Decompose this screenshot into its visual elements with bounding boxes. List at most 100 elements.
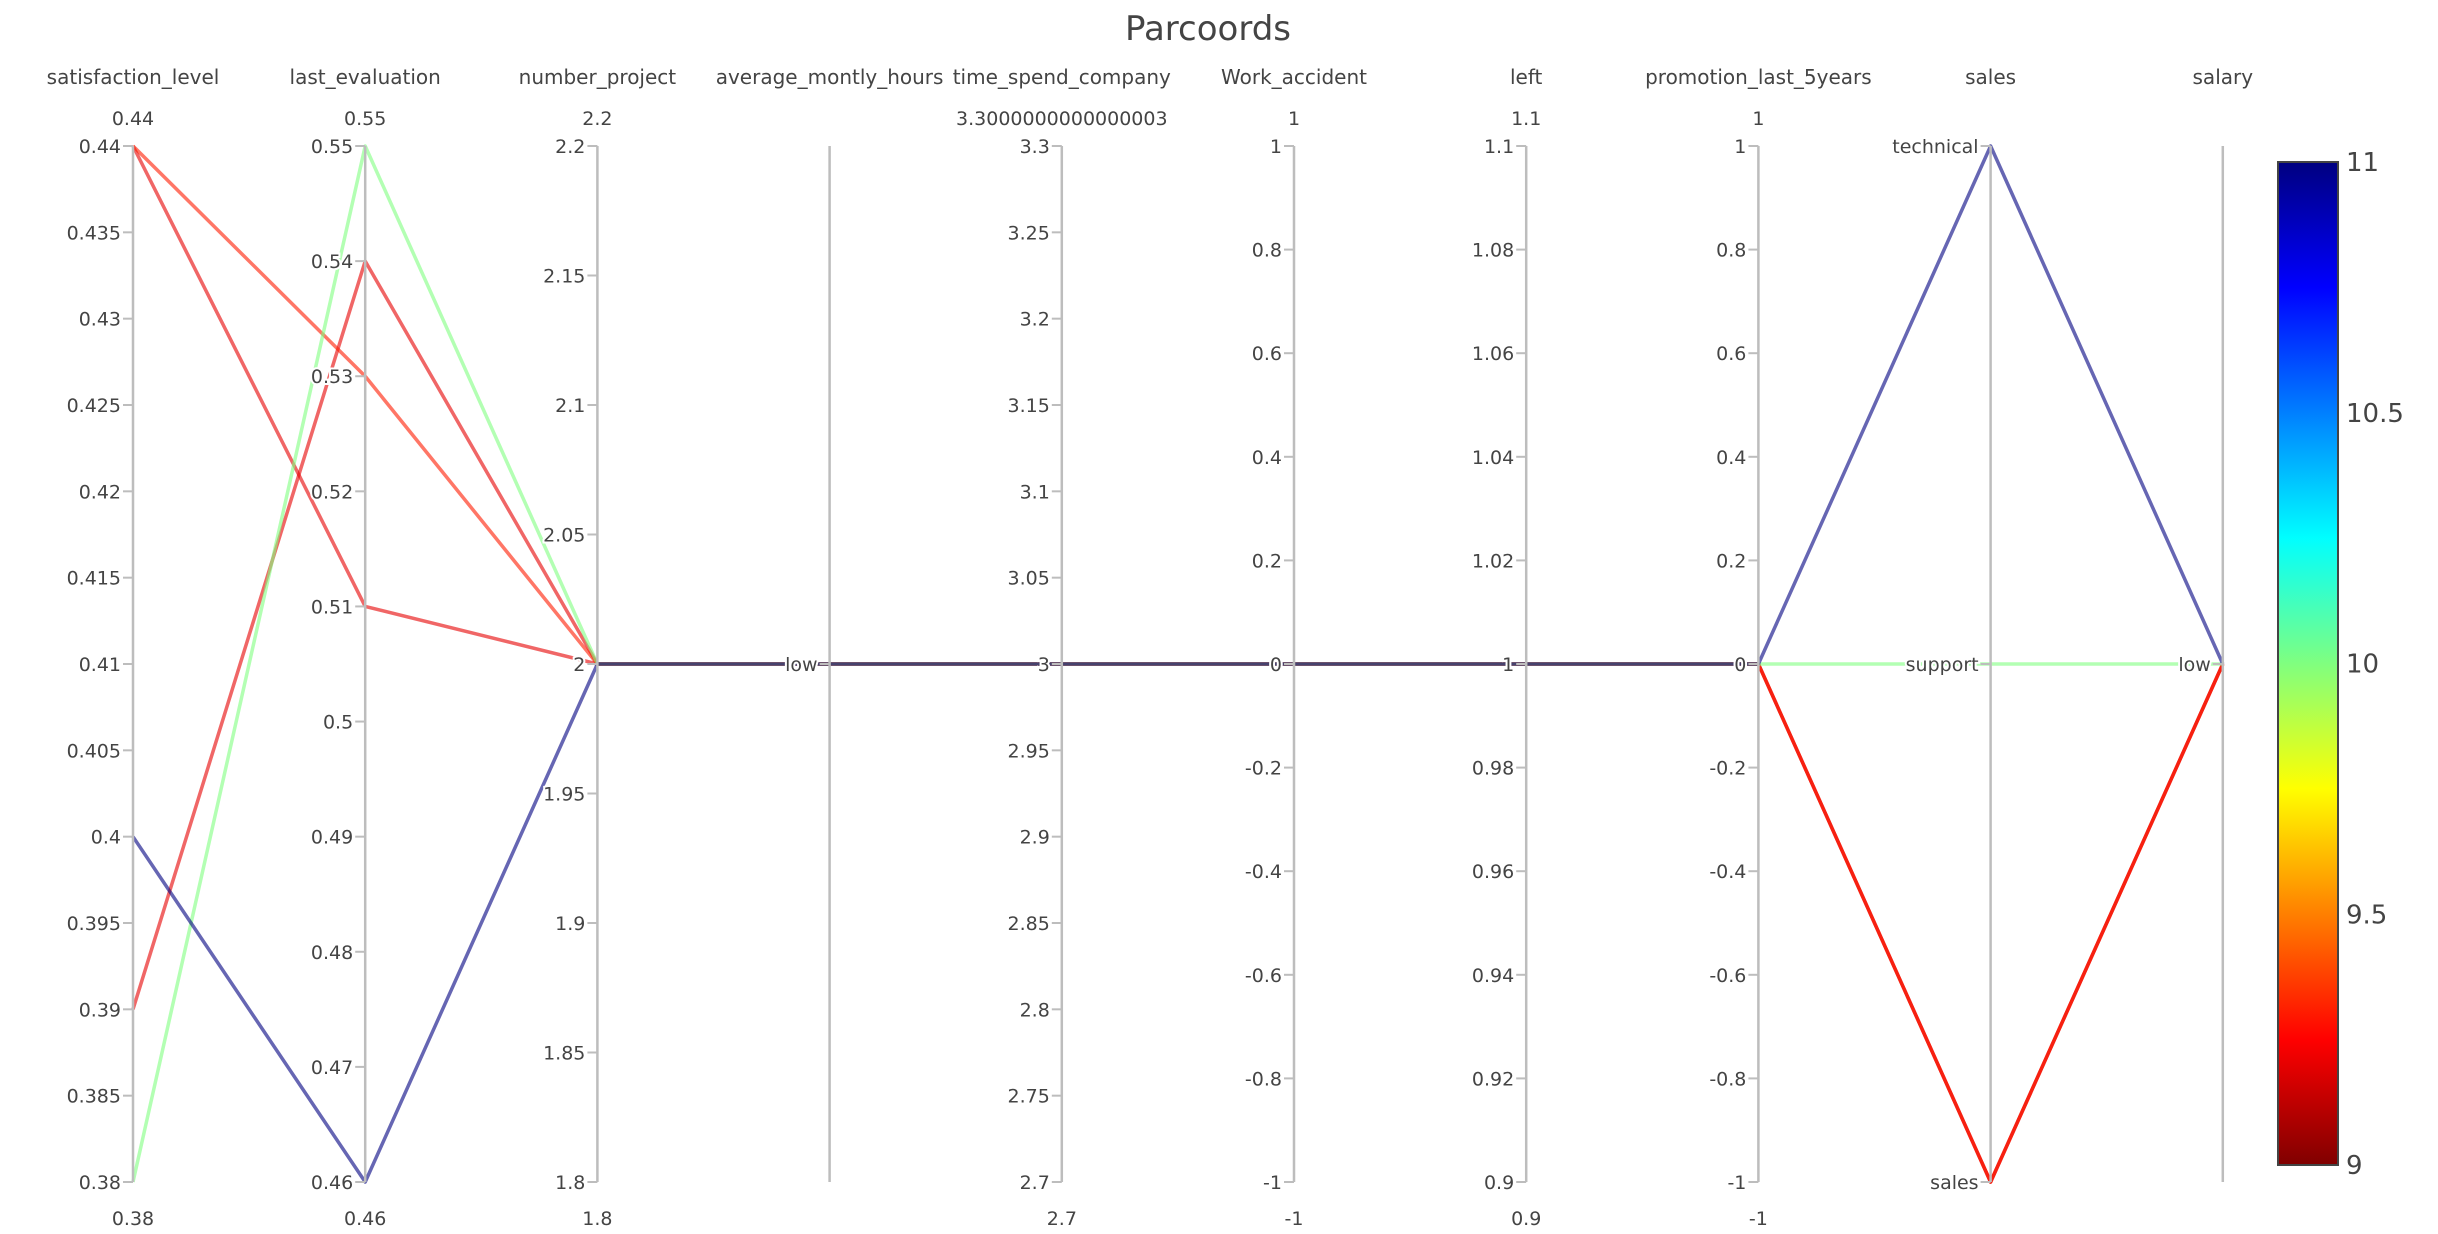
tick-label: 1.02 <box>1472 550 1514 572</box>
tick-label: -0.4 <box>1245 861 1282 883</box>
data-line-5 <box>131 144 2225 1184</box>
axis-time-spend-company[interactable]: time_spend_company 3.3000000000000003 2.7 2… <box>953 65 1171 1230</box>
tick-label: -0.4 <box>1709 861 1746 883</box>
colorbar-tick-label: 10 <box>2346 650 2379 680</box>
tick-label: 1.85 <box>543 1043 585 1065</box>
tick-label: low <box>785 654 817 676</box>
tick-label: 2.15 <box>543 266 585 288</box>
axis-title: average_montly_hours <box>716 65 944 89</box>
axis-range-min: -1 <box>1749 1208 1768 1230</box>
axis-title: number_project <box>519 65 677 89</box>
tick-label: 0.2 <box>1716 550 1746 572</box>
axis-title: last_evaluation <box>290 65 441 89</box>
tick-label: 0.46 <box>311 1172 353 1194</box>
axis-range-max: 1 <box>1752 108 1764 130</box>
tick-label: 3.2 <box>1020 309 1050 331</box>
tick-label: 0.39 <box>79 999 121 1021</box>
axis-range-min: 0.46 <box>344 1208 386 1230</box>
colorbar-gradient <box>2277 161 2339 1166</box>
tick-label: 2 <box>573 654 585 676</box>
tick-label: 0.42 <box>79 481 121 503</box>
axis-range-min: -1 <box>1285 1208 1304 1230</box>
tick-label: -0.2 <box>1709 758 1746 780</box>
axis-title: promotion_last_5years <box>1645 65 1872 89</box>
tick-label: 0.38 <box>79 1172 121 1194</box>
tick-label: 0.405 <box>67 740 121 762</box>
axis-left[interactable]: left 1.1 0.9 0.9 0.92 0.94 0.96 0.98 1 1.02 1.04 1.… <box>1470 65 1543 1230</box>
tick-label: 1.1 <box>1484 136 1514 158</box>
axes: satisfaction_level 0.44 0.38 0.38 0.385 0.39 0… <box>47 65 2254 1230</box>
axis-range-min: 2.7 <box>1047 1208 1077 1230</box>
tick-label: 0.2 <box>1252 550 1282 572</box>
tick-label: 2.85 <box>1007 913 1049 935</box>
tick-label: -0.6 <box>1709 965 1746 987</box>
tick-label: 0.43 <box>79 309 121 331</box>
colorbar-tick-label: 9.5 <box>2346 900 2387 930</box>
tick-label: 0.94 <box>1472 965 1514 987</box>
tick-label: 0.395 <box>67 913 121 935</box>
chart-title: Parcoords <box>1125 9 1291 49</box>
tick-label: 0.98 <box>1472 758 1514 780</box>
axis-promotion-last-5years[interactable]: promotion_last_5years 1 -1-1 -0.8 -0.6 -0.4 -0… <box>1645 65 1872 1230</box>
tick-label: 0.435 <box>67 222 121 244</box>
tick-label: 1.8 <box>555 1172 585 1194</box>
axis-last-evaluation[interactable]: last_evaluation 0.55 0.46 0.46 0.47 0.48 0.49 0… <box>290 65 441 1230</box>
tick-label: 0.48 <box>311 942 353 964</box>
tick-label: 3.3 <box>1020 136 1050 158</box>
tick-label: 0.51 <box>311 596 353 618</box>
tick-label: -0.8 <box>1709 1068 1746 1090</box>
tick-label: 0.6 <box>1252 343 1282 365</box>
tick-label: 0 <box>1734 654 1746 676</box>
tick-label: 3.25 <box>1007 222 1049 244</box>
tick-label: 2.75 <box>1007 1086 1049 1108</box>
tick-label: 0.55 <box>311 136 353 158</box>
tick-label: 0.53 <box>311 366 353 388</box>
tick-label: 1.95 <box>543 784 585 806</box>
tick-label: -0.6 <box>1245 965 1282 987</box>
tick-label: low <box>2178 654 2210 676</box>
axis-range-min: 0.38 <box>112 1208 154 1230</box>
axis-title: sales <box>1965 65 2016 89</box>
tick-label: 0.6 <box>1716 343 1746 365</box>
axis-range-max: 0.55 <box>344 108 386 130</box>
tick-label: -0.8 <box>1245 1068 1282 1090</box>
tick-label: 0.52 <box>311 481 353 503</box>
axis-satisfaction-level[interactable]: satisfaction_level 0.44 0.38 0.38 0.385 0.39 0… <box>47 65 220 1230</box>
tick-label: 1 <box>1734 136 1746 158</box>
axis-work-accident[interactable]: Work_accident 1 -1-1 -0.8 -0.6 -0.4 -0.2 0 0.2 0.… <box>1221 65 1367 1230</box>
axis-range-min: 1.8 <box>582 1208 612 1230</box>
tick-label: 1 <box>1502 654 1514 676</box>
axis-sales[interactable]: sales sales support technical <box>1890 65 2016 1196</box>
tick-label: 0.4 <box>1716 447 1746 469</box>
tick-label: 2.1 <box>555 395 585 417</box>
tick-label: 1.08 <box>1472 240 1514 262</box>
tick-label: 0.92 <box>1472 1068 1514 1090</box>
tick-label: 3.1 <box>1020 481 1050 503</box>
tick-label: 2.9 <box>1020 827 1050 849</box>
tick-label: technical <box>1892 136 1978 158</box>
tick-label: sales <box>1930 1172 1978 1194</box>
tick-label: 0.5 <box>323 712 353 734</box>
axis-range-min: 0.9 <box>1511 1208 1541 1230</box>
axis-salary[interactable]: salary low <box>2176 65 2253 1182</box>
tick-label: 0.4 <box>1252 447 1282 469</box>
axis-title: time_spend_company <box>953 65 1171 89</box>
axis-title: satisfaction_level <box>47 65 220 89</box>
tick-label: 0 <box>1270 654 1282 676</box>
tick-label: 2.7 <box>1020 1172 1050 1194</box>
tick-label: support <box>1906 654 1979 676</box>
tick-label: 0.44 <box>79 136 121 158</box>
tick-label: 2.05 <box>543 525 585 547</box>
tick-label: 0.385 <box>67 1086 121 1108</box>
tick-label: 0.4 <box>91 827 121 849</box>
axis-range-max: 2.2 <box>582 108 612 130</box>
data-line-2 <box>131 259 2225 1184</box>
tick-label: 1.06 <box>1472 343 1514 365</box>
colorbar: 9 9.5 10 10.5 11 <box>2277 148 2404 1181</box>
axis-range-max: 0.44 <box>112 108 154 130</box>
axis-title: left <box>1510 65 1543 89</box>
axis-number-project[interactable]: number_project 2.2 1.8 1.8 1.85 1.9 1.95 2 2.05 2… <box>519 65 677 1230</box>
tick-label: 1.9 <box>555 913 585 935</box>
tick-label: 0.9 <box>1484 1172 1514 1194</box>
